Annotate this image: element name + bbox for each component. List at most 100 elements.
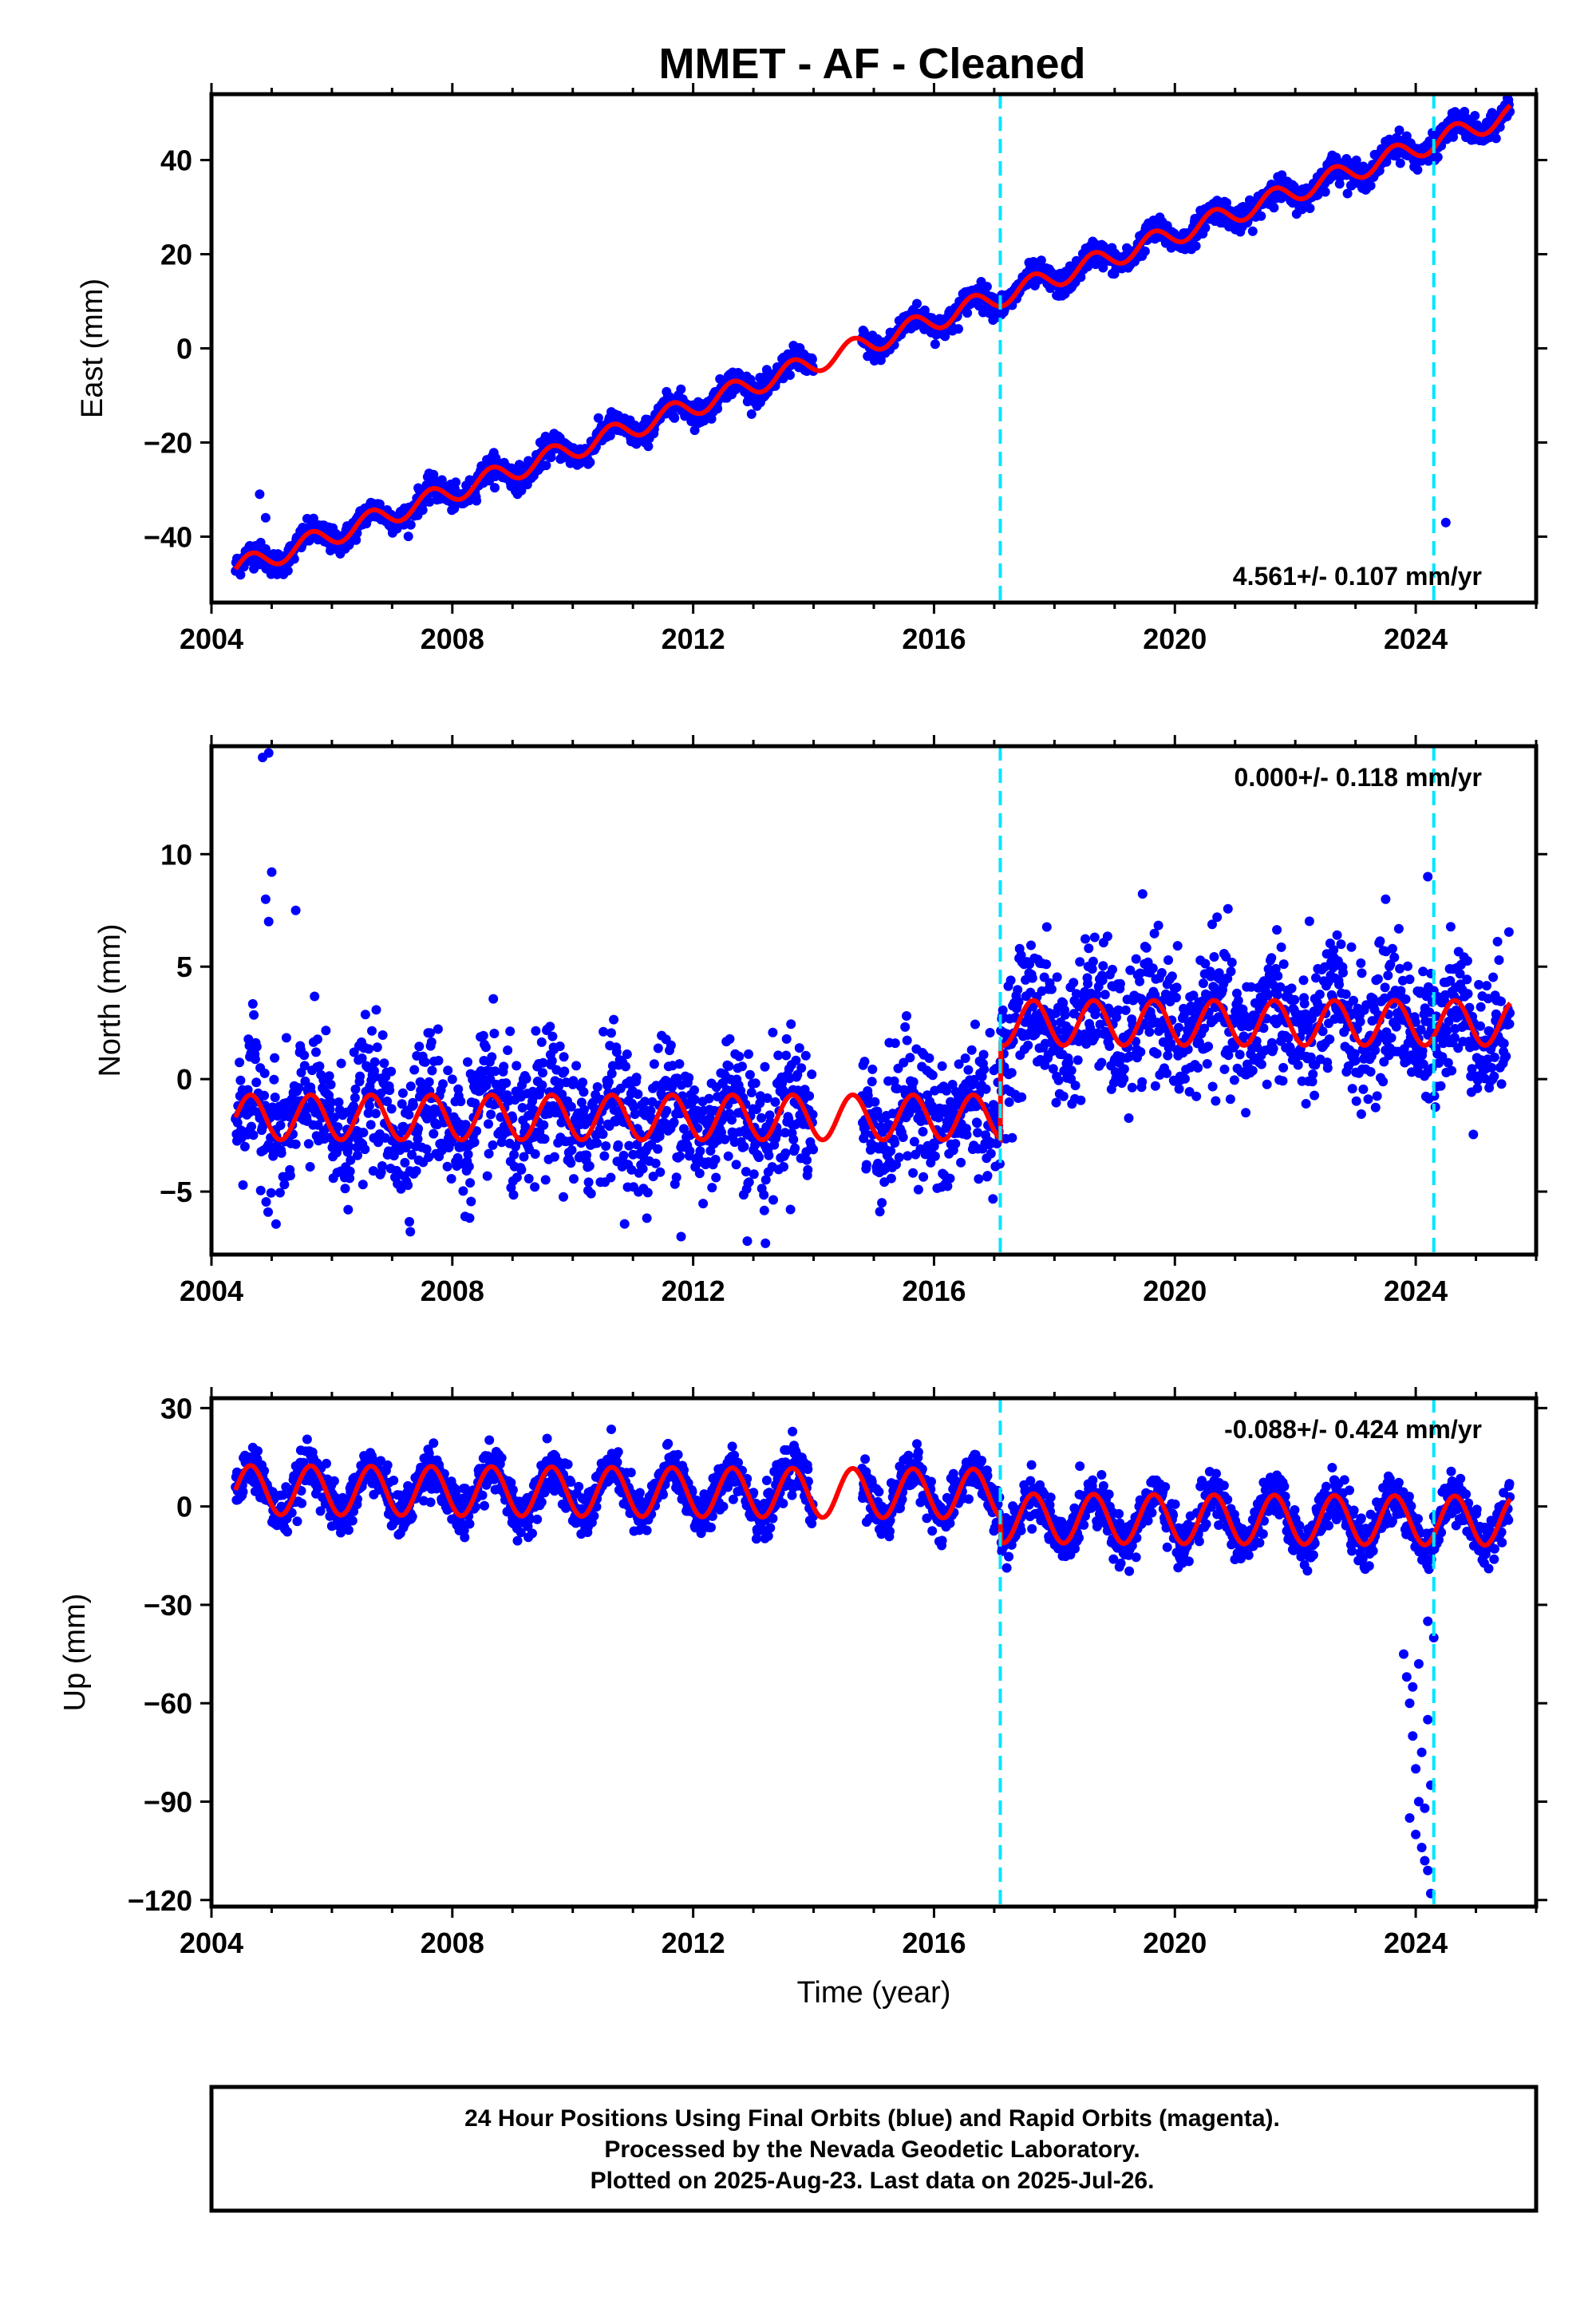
data-point xyxy=(945,1173,955,1184)
data-point xyxy=(1166,1038,1176,1049)
data-point xyxy=(1075,957,1085,967)
data-point xyxy=(482,1171,492,1181)
data-point xyxy=(875,1207,885,1217)
data-point xyxy=(487,1052,497,1062)
data-point xyxy=(281,1033,291,1043)
data-point xyxy=(860,1128,871,1139)
data-point xyxy=(472,496,482,506)
data-point xyxy=(1368,994,1378,1004)
data-point xyxy=(1076,1095,1086,1105)
data-point xyxy=(924,1053,934,1063)
data-point xyxy=(794,1043,804,1053)
data-point xyxy=(488,1140,498,1150)
data-point xyxy=(977,1072,987,1081)
data-point xyxy=(1476,1002,1486,1012)
data-point xyxy=(1365,180,1376,191)
data-point xyxy=(408,1100,418,1110)
data-point xyxy=(397,1088,408,1098)
data-point xyxy=(890,1138,900,1148)
data-point xyxy=(311,1047,321,1057)
data-point xyxy=(1417,1045,1428,1056)
data-point xyxy=(1088,956,1098,966)
data-point xyxy=(1349,1049,1360,1059)
data-point xyxy=(995,1159,1005,1169)
data-point xyxy=(433,1056,444,1065)
data-point xyxy=(1150,1081,1160,1091)
data-point xyxy=(545,1022,555,1032)
data-point xyxy=(1276,942,1286,952)
data-point xyxy=(875,355,886,366)
data-point xyxy=(800,1050,811,1061)
data-point xyxy=(979,1065,990,1074)
data-point xyxy=(613,1140,623,1150)
data-point xyxy=(1380,982,1390,993)
data-point xyxy=(1356,958,1366,968)
data-point xyxy=(1306,1052,1316,1062)
data-point xyxy=(1442,1026,1452,1036)
data-point xyxy=(981,1084,991,1094)
data-point xyxy=(377,1161,387,1171)
data-point xyxy=(1060,1010,1070,1020)
data-point xyxy=(1223,974,1233,984)
data-point xyxy=(725,1034,735,1044)
data-point xyxy=(808,1144,819,1155)
data-point xyxy=(1307,1077,1317,1087)
data-point xyxy=(1400,994,1411,1004)
data-point xyxy=(780,1128,790,1138)
data-point xyxy=(1200,223,1211,233)
data-point xyxy=(1100,990,1110,1000)
data-point xyxy=(1087,964,1097,974)
data-point xyxy=(1125,965,1136,975)
data-point xyxy=(650,1158,661,1168)
data-point xyxy=(1053,1075,1064,1085)
data-point xyxy=(321,1026,331,1036)
data-point xyxy=(754,1152,764,1163)
data-point xyxy=(1444,1017,1454,1026)
data-point xyxy=(764,1110,775,1120)
data-point xyxy=(438,1079,448,1089)
data-point xyxy=(1013,997,1024,1007)
data-point xyxy=(501,1078,512,1089)
data-point xyxy=(413,1124,424,1134)
x-tick-label: 2016 xyxy=(902,622,966,655)
data-point xyxy=(786,1019,796,1030)
data-point xyxy=(523,1173,534,1184)
plot-area xyxy=(231,94,1515,580)
data-point xyxy=(808,1109,818,1120)
data-point xyxy=(588,1097,598,1108)
data-point xyxy=(940,331,950,342)
data-point xyxy=(405,520,416,530)
data-point xyxy=(1476,1021,1485,1031)
data-point xyxy=(537,1080,547,1090)
data-point xyxy=(934,1113,944,1123)
data-point xyxy=(962,308,973,318)
data-point xyxy=(991,1064,1001,1073)
data-point xyxy=(1069,978,1079,988)
data-point xyxy=(1311,973,1321,983)
x-tick-label: 2020 xyxy=(1143,622,1207,655)
data-point xyxy=(358,1128,369,1138)
data-point xyxy=(669,1117,679,1128)
data-point xyxy=(927,1070,938,1081)
data-point xyxy=(707,1183,717,1193)
data-point xyxy=(988,1194,998,1204)
data-point xyxy=(710,1154,721,1164)
data-point xyxy=(1347,1084,1357,1094)
data-point xyxy=(530,1149,540,1159)
data-point xyxy=(255,1185,266,1196)
data-point xyxy=(1096,1057,1107,1068)
data-point xyxy=(480,1042,491,1053)
data-point xyxy=(1445,975,1456,986)
data-point xyxy=(1310,1090,1320,1101)
data-point xyxy=(772,1128,783,1138)
data-point xyxy=(1172,941,1183,951)
data-point xyxy=(1058,1091,1069,1101)
data-point xyxy=(1351,1096,1361,1106)
data-point xyxy=(859,1057,870,1067)
data-point xyxy=(269,1074,279,1085)
data-point xyxy=(1229,1075,1239,1085)
data-point xyxy=(382,1097,393,1106)
data-point xyxy=(760,1061,770,1072)
data-point xyxy=(1247,226,1258,236)
